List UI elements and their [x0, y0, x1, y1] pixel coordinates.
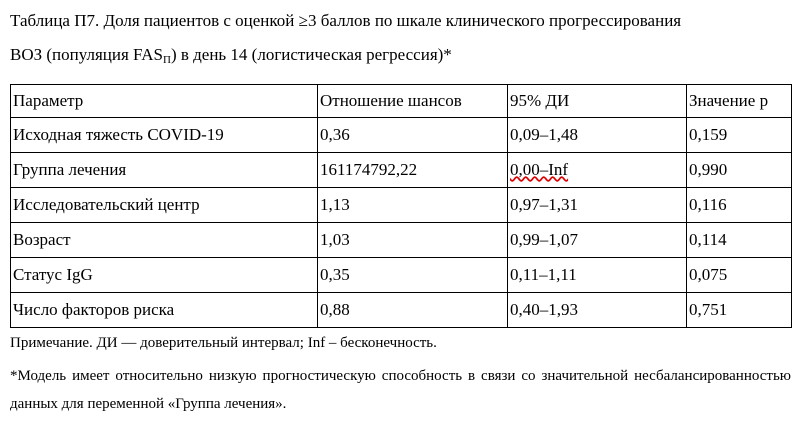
- table-cell: 0,114: [686, 222, 792, 258]
- table-cell: 0,116: [686, 187, 792, 223]
- title-text: Таблица П7. Доля пациентов с оценкой ≥3 …: [10, 11, 682, 64]
- table-row: Исходная тяжесть COVID-19 0,36 0,09–1,48 0,…: [10, 117, 792, 153]
- table-cell: Исходная тяжесть COVID-19: [10, 117, 318, 153]
- title-text: ) в день 14 (логистическая регрессия)*: [170, 45, 452, 64]
- table-cell: 1,13: [317, 187, 508, 223]
- table-cell: 0,751: [686, 292, 792, 328]
- table-cell: 0,990: [686, 152, 792, 188]
- table-cell: Исследовательский центр: [10, 187, 318, 223]
- table-cell: Параметр: [10, 84, 318, 118]
- table-cell: 0,00–Inf: [507, 152, 687, 188]
- table-cell: 0,40–1,93: [507, 292, 687, 328]
- table-title: Таблица П7. Доля пациентов с оценкой ≥3 …: [10, 4, 710, 72]
- table-cell: 161174792,22: [317, 152, 508, 188]
- table-cell: 0,075: [686, 257, 792, 293]
- table-cell: Число факторов риска: [10, 292, 318, 328]
- table-cell: 0,159: [686, 117, 792, 153]
- table-row: Число факторов риска 0,88 0,40–1,93 0,751: [10, 292, 792, 328]
- table-cell: Возраст: [10, 222, 318, 258]
- table-cell: 0,09–1,48: [507, 117, 687, 153]
- table-cell: Группа лечения: [10, 152, 318, 188]
- note: Примечание. ДИ — доверительный интервал;…: [10, 335, 437, 351]
- table-cell: Статус IgG: [10, 257, 318, 293]
- table-row: Возраст 1,03 0,99–1,07 0,114: [10, 222, 792, 258]
- header-row: Параметр Отношение шансов 95% ДИ Значение p: [10, 84, 792, 118]
- table-row: Исследовательский центр 1,13 0,97–1,31 0,11…: [10, 187, 792, 223]
- table-row: Статус IgG 0,35 0,11–1,11 0,075: [10, 257, 792, 293]
- title-subscript: П: [162, 54, 171, 66]
- results-table: Параметр Отношение шансов 95% ДИ Значение p…: [10, 84, 792, 328]
- table-cell: 0,99–1,07: [507, 222, 687, 258]
- table-cell: 1,03: [317, 222, 508, 258]
- table-cell: Значение p: [686, 84, 792, 118]
- table-row: Группа лечения 161174792,22 0,00–Inf 0,990: [10, 152, 792, 188]
- table-cell: 0,11–1,11: [507, 257, 687, 293]
- table-cell: 0,97–1,31: [507, 187, 687, 223]
- table-cell: Отношение шансов: [317, 84, 508, 118]
- note: *Модель имеет относительно низкую прогно…: [10, 368, 791, 412]
- table-cell: 0,36: [317, 117, 508, 153]
- table-cell: 0,88: [317, 292, 508, 328]
- table-cell: 95% ДИ: [507, 84, 687, 118]
- table-cell: 0,35: [317, 257, 508, 293]
